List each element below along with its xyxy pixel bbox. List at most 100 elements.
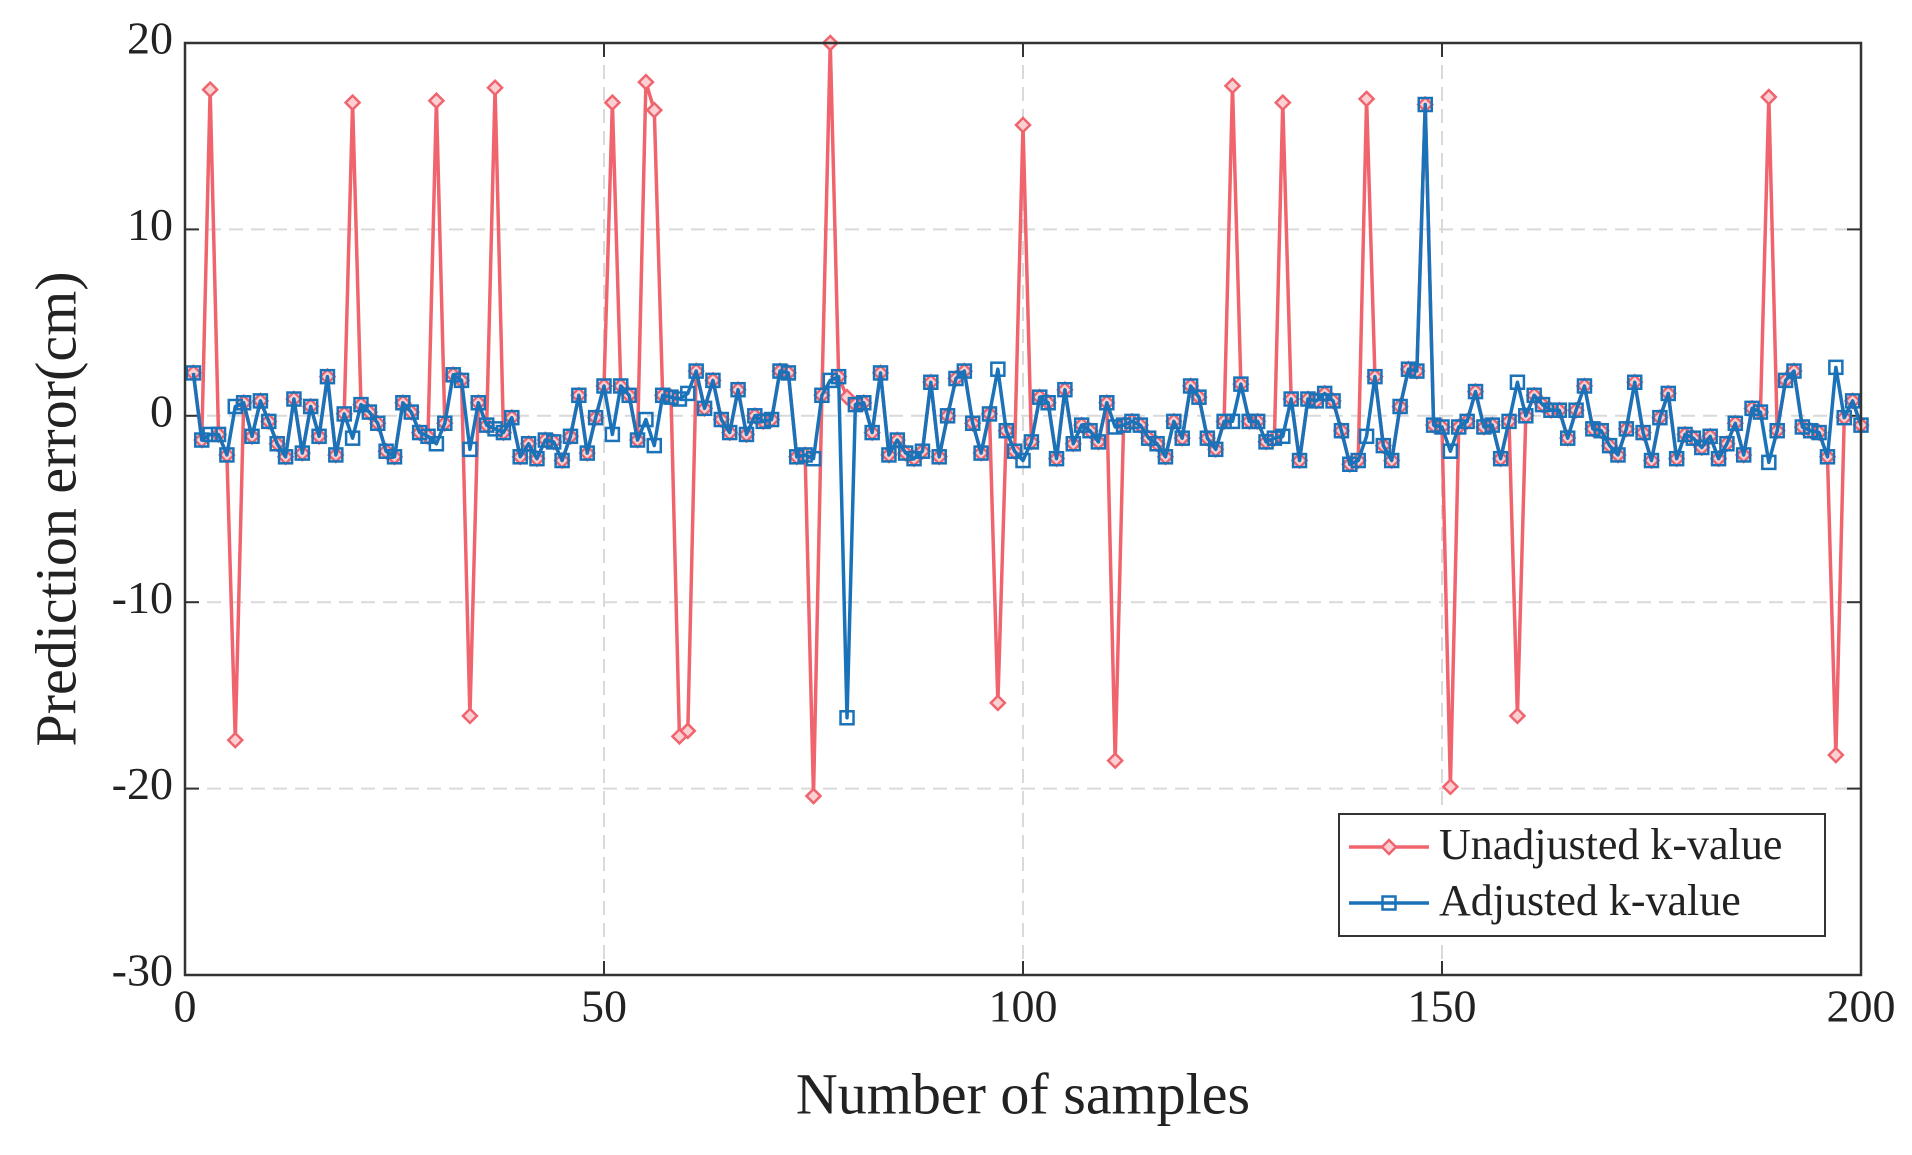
legend: Unadjusted k-value Adjusted k-value <box>1338 813 1826 937</box>
square-marker <box>738 426 755 443</box>
square-marker <box>1291 452 1308 469</box>
x-tick-label: 0 <box>174 981 197 1032</box>
square-marker <box>604 426 621 443</box>
square-marker <box>1207 441 1224 458</box>
diamond-marker <box>1380 838 1398 856</box>
square-marker <box>1727 415 1744 432</box>
legend-box <box>1338 813 1826 937</box>
square-marker <box>369 415 386 432</box>
square-marker <box>1233 376 1249 392</box>
square-marker <box>914 443 931 459</box>
square-marker <box>411 424 428 441</box>
square-marker <box>613 378 629 394</box>
square-marker <box>1484 417 1501 433</box>
square-marker <box>621 387 637 404</box>
square-marker <box>1836 409 1852 426</box>
x-tick-label: 200 <box>1827 981 1896 1032</box>
square-marker <box>1115 417 1132 433</box>
square-marker <box>395 395 411 411</box>
square-marker <box>571 387 587 404</box>
square-marker <box>780 365 797 381</box>
square-marker <box>1811 424 1827 441</box>
square-marker <box>1283 391 1299 407</box>
square-marker <box>1635 424 1651 441</box>
diamond-marker <box>679 722 697 740</box>
diamond-marker <box>1441 777 1460 796</box>
diamond-marker <box>343 93 362 112</box>
square-marker <box>646 437 663 454</box>
square-marker <box>814 387 830 404</box>
diamond-marker <box>201 80 219 99</box>
square-marker <box>277 449 294 465</box>
square-marker <box>1601 437 1618 454</box>
square-marker <box>244 428 260 445</box>
square-marker <box>839 710 855 726</box>
square-marker <box>931 449 947 465</box>
square-marker <box>1166 413 1182 430</box>
square-marker <box>872 365 889 381</box>
square-marker <box>1459 413 1475 430</box>
square-marker <box>319 368 336 385</box>
diamond-marker <box>1508 707 1527 725</box>
y-tick-label: 0 <box>150 385 173 436</box>
square-marker <box>1425 417 1442 433</box>
diamond-marker <box>427 92 446 110</box>
square-marker <box>1442 443 1459 459</box>
square-marker <box>1383 452 1400 469</box>
square-marker <box>1786 363 1802 379</box>
square-marker <box>1216 413 1232 430</box>
square-marker <box>1358 428 1375 445</box>
square-marker <box>822 372 839 389</box>
square-marker <box>990 361 1006 377</box>
square-marker <box>311 428 327 445</box>
square-marker <box>680 385 696 402</box>
square-marker <box>1710 450 1727 467</box>
square-marker <box>1381 895 1397 911</box>
square-marker <box>1777 372 1794 389</box>
square-marker <box>1099 395 1115 411</box>
square-marker <box>1769 422 1785 439</box>
diamond-marker <box>838 388 856 406</box>
square-marker <box>520 436 537 452</box>
square-marker <box>1702 428 1718 445</box>
series-line <box>191 102 1863 720</box>
square-marker <box>788 449 805 465</box>
square-marker <box>1367 368 1383 385</box>
y-tick-label: -10 <box>112 572 173 623</box>
y-axis-label: Prediction error(cm) <box>23 271 88 746</box>
square-marker <box>1333 422 1350 439</box>
square-marker <box>470 395 487 411</box>
square-marker <box>1576 378 1593 394</box>
square-marker <box>1258 434 1274 450</box>
square-marker <box>210 426 227 443</box>
square-marker <box>361 404 378 420</box>
square-marker <box>1844 393 1861 409</box>
square-marker <box>1685 430 1702 446</box>
square-marker <box>830 368 847 385</box>
square-marker <box>1065 436 1082 452</box>
square-marker <box>864 424 880 441</box>
square-marker <box>1023 434 1040 450</box>
square-marker <box>1735 447 1752 463</box>
square-marker <box>1199 430 1216 446</box>
diamond-marker <box>1274 93 1292 112</box>
square-marker <box>269 436 285 452</box>
square-marker <box>696 400 713 417</box>
square-marker <box>1610 447 1626 463</box>
diamond-marker <box>1760 88 1778 106</box>
square-marker <box>629 432 646 448</box>
y-tick-label: 10 <box>127 199 173 250</box>
square-marker <box>596 378 612 394</box>
square-marker <box>478 417 495 433</box>
square-marker <box>1501 413 1517 430</box>
square-marker <box>713 411 730 428</box>
square-marker <box>797 447 813 463</box>
square-marker <box>755 413 771 430</box>
square-marker <box>294 445 311 461</box>
square-marker <box>1124 413 1140 430</box>
square-marker <box>772 363 788 379</box>
square-marker <box>545 434 562 450</box>
square-marker <box>261 413 277 430</box>
square-marker <box>889 432 906 448</box>
